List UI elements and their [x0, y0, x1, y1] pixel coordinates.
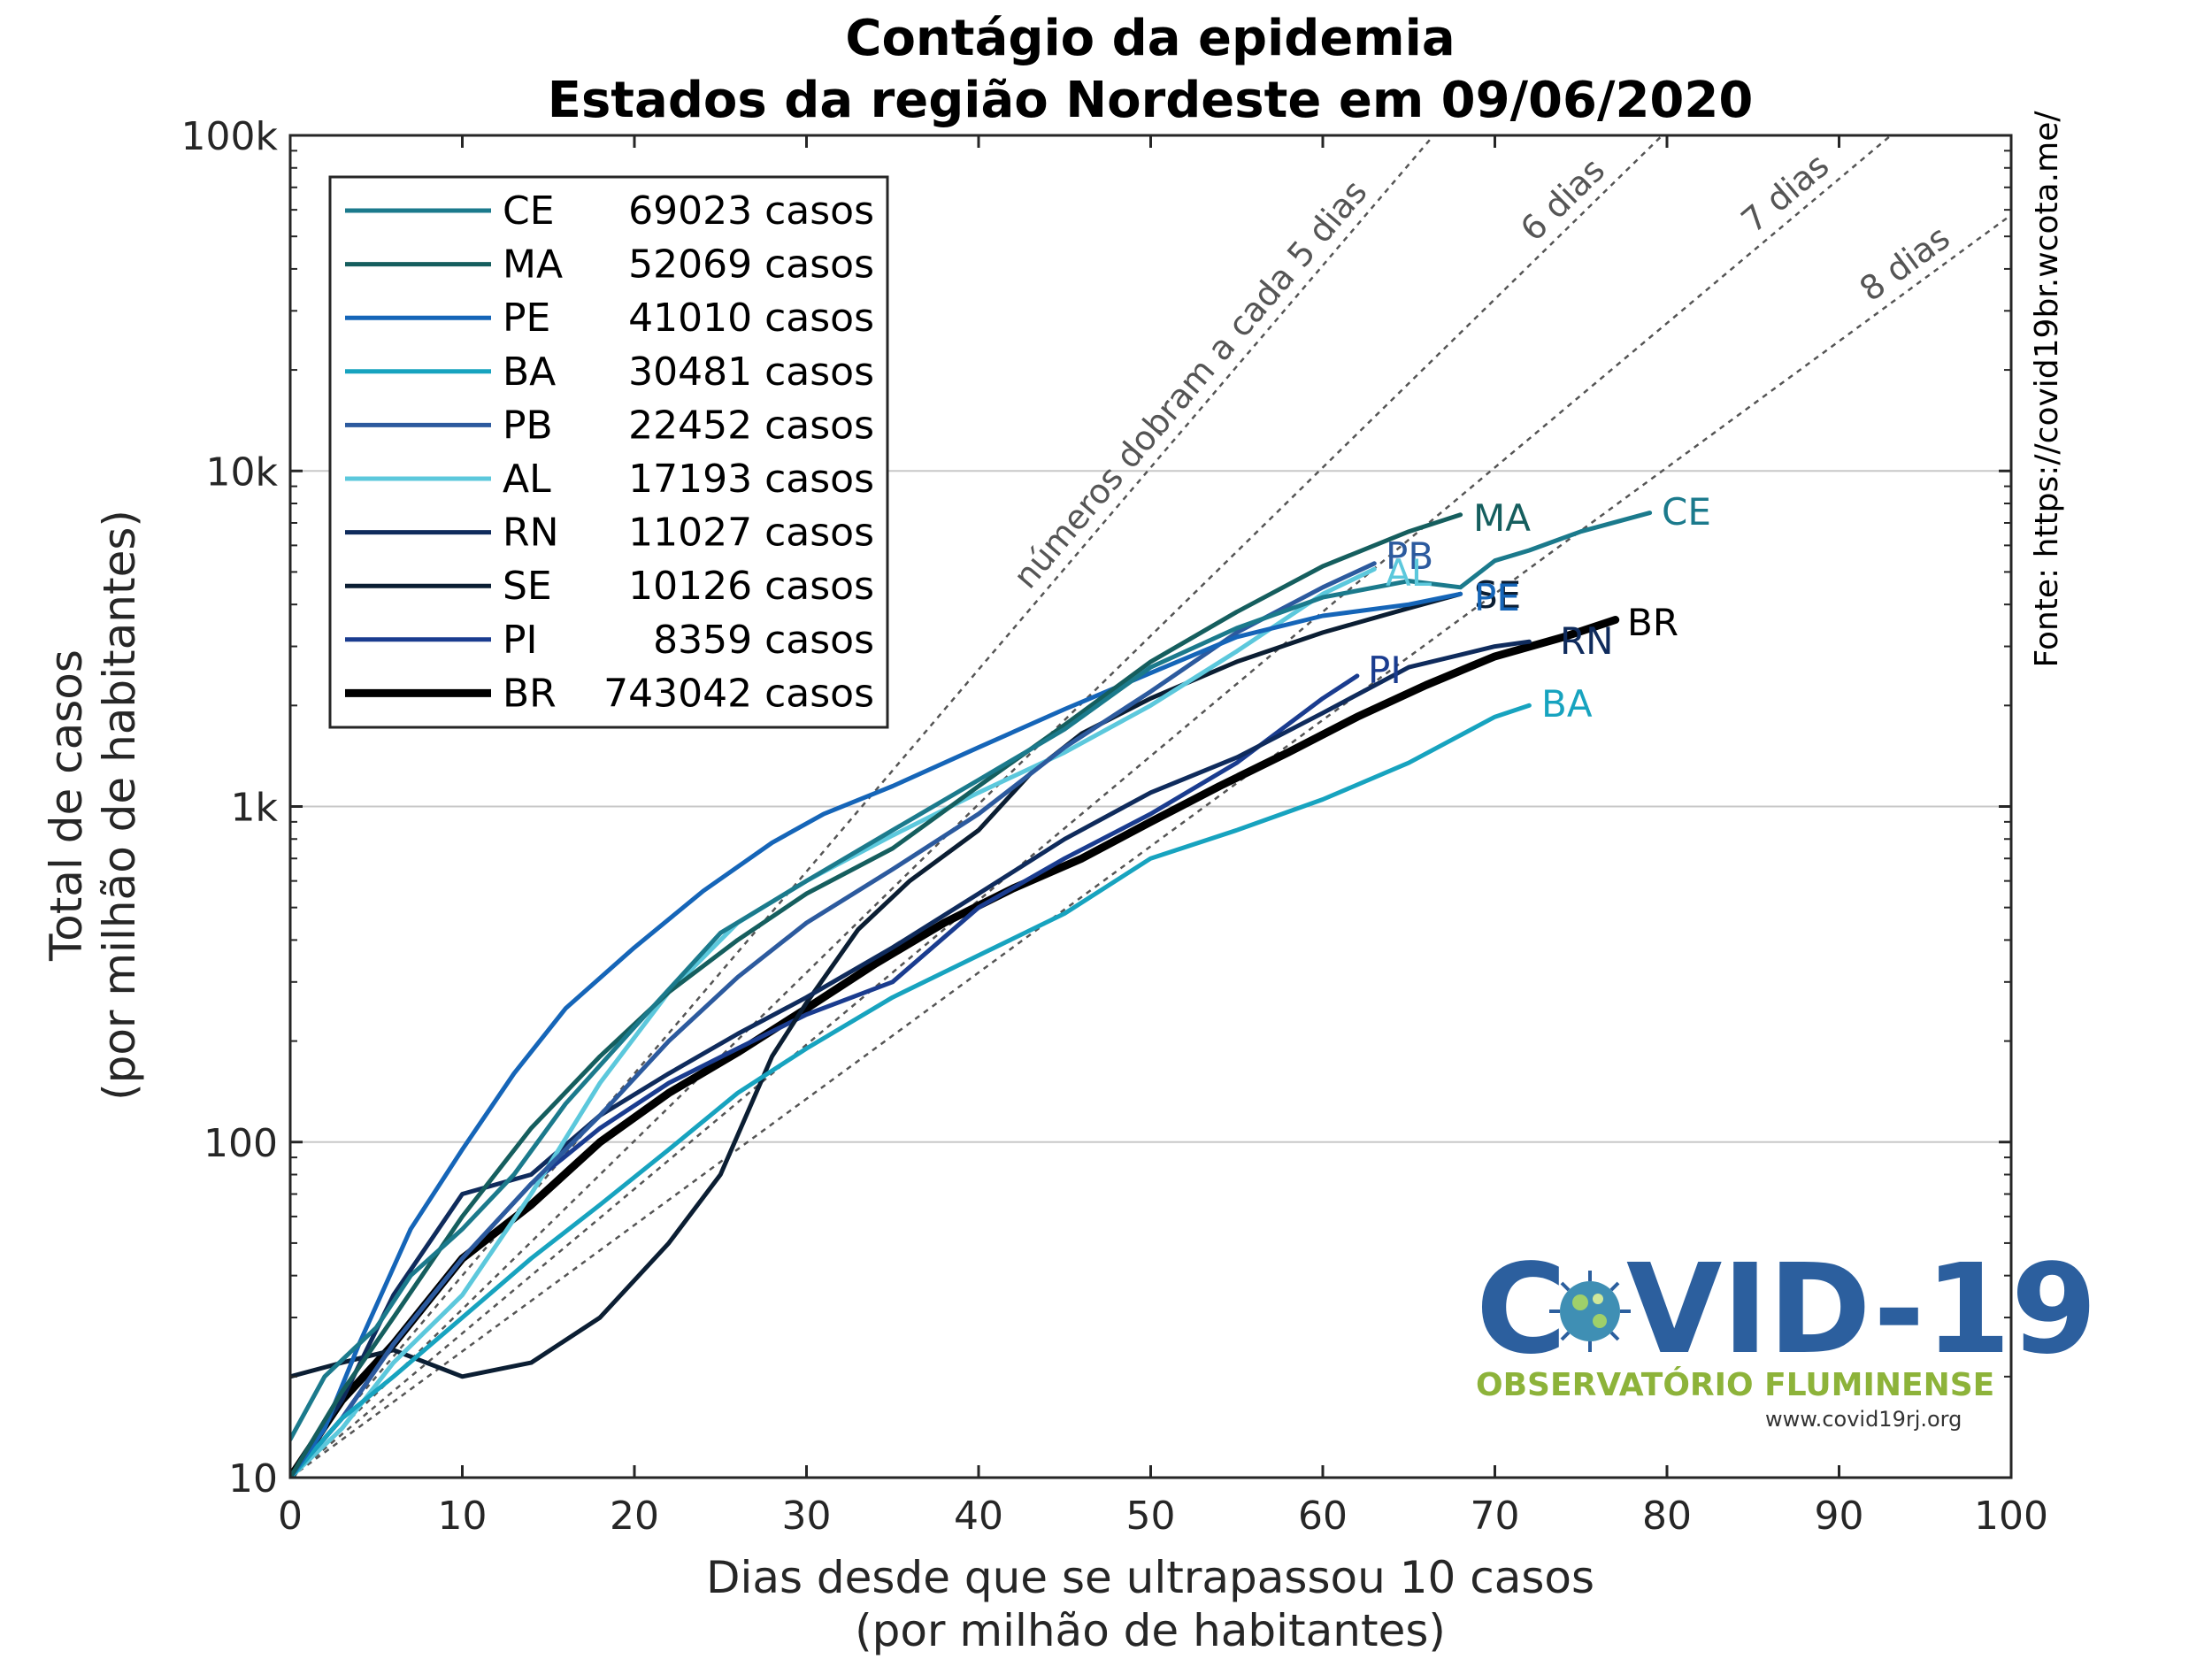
x-tick-label: 60	[1298, 1494, 1348, 1539]
y-tick-label: 100k	[181, 114, 279, 159]
series-line-se	[290, 591, 1463, 1379]
end-label-ba: BA	[1541, 682, 1593, 726]
legend-series-cases: 22452 casos	[628, 403, 874, 448]
series-line-ba	[290, 703, 1532, 1478]
doubling-line-7-days	[290, 135, 1892, 1478]
virus-icon	[1549, 1271, 1631, 1352]
x-tick-label: 0	[278, 1494, 303, 1539]
end-label-ma: MA	[1473, 496, 1531, 540]
legend-series-name: SE	[503, 564, 552, 609]
series-end-labels: CE MA PB AL SE PE BR RN PI BA	[1368, 490, 1711, 726]
end-label-se: SE	[1474, 573, 1521, 617]
legend-item-al: AL 17193 casos	[345, 457, 874, 502]
legend-item-ba: BA 30481 casos	[345, 349, 874, 395]
legend-series-cases: 10126 casos	[628, 564, 874, 609]
series-line-pe	[290, 591, 1463, 1478]
doubling-line-5-days	[290, 135, 1435, 1478]
legend-series-name: CE	[503, 188, 555, 234]
y-tick-label: 1k	[231, 786, 279, 831]
x-axis-label-line2: (por milhão de habitantes)	[855, 1605, 1446, 1656]
legend: CE 69023 casos MA 52069 casos PE 41010 casos B…	[328, 175, 889, 729]
legend-item-pi: PI 8359 casos	[345, 618, 874, 663]
legend-series-name: PB	[503, 403, 553, 448]
y-axis-label-line2: (por milhão de habitantes)	[94, 510, 145, 1101]
x-tick-label: 70	[1471, 1494, 1520, 1539]
legend-series-cases: 69023 casos	[628, 188, 874, 234]
logo-url: www.covid19rj.org	[1765, 1407, 1962, 1432]
legend-series-name: BA	[503, 349, 556, 395]
series-line-ce	[290, 511, 1653, 1442]
series-line-pb	[290, 561, 1377, 1478]
end-label-pe: PE	[1474, 576, 1520, 619]
x-tick-label: 40	[954, 1494, 1003, 1539]
legend-series-cases: 743042 casos	[603, 671, 874, 716]
end-label-ce: CE	[1662, 490, 1711, 534]
end-label-rn: RN	[1560, 619, 1614, 663]
legend-series-name: PE	[503, 296, 550, 341]
legend-series-name: MA	[503, 242, 563, 288]
legend-item-br: BR 743042 casos	[345, 671, 874, 716]
end-label-pi: PI	[1368, 649, 1402, 692]
y-tick-label: 10k	[206, 449, 279, 495]
legend-series-cases: 52069 casos	[628, 242, 874, 288]
x-axis-label-line1: Dias desde que se ultrapassou 10 casos	[706, 1552, 1594, 1603]
legend-box	[328, 175, 889, 729]
covid19-logo: C VID-19 OBSERVATÓRIO FLUMINENSE www.cov…	[1476, 1238, 2097, 1432]
legend-series-name: PI	[503, 618, 538, 663]
legend-series-cases: 30481 casos	[628, 349, 874, 395]
y-tick-label: 100	[204, 1121, 278, 1166]
x-tick-label: 50	[1126, 1494, 1176, 1539]
end-label-br: BR	[1627, 601, 1678, 644]
legend-series-name: AL	[503, 457, 551, 502]
legend-series-cases: 41010 casos	[628, 296, 874, 341]
legend-item-rn: RN 11027 casos	[345, 511, 874, 556]
source-text: Fonte: https://covid19br.wcota.me/	[2029, 111, 2065, 668]
doubling-guide-lines	[290, 135, 2011, 1478]
x-tick-label: 80	[1642, 1494, 1692, 1539]
legend-item-ce: CE 69023 casos	[345, 188, 874, 234]
series-line-rn	[290, 639, 1532, 1478]
logo-text-right: VID-19	[1626, 1238, 2097, 1382]
legend-item-pe: PE 41010 casos	[345, 296, 874, 341]
y-tick-label: 10	[228, 1456, 278, 1502]
x-tick-label: 90	[1815, 1494, 1864, 1539]
x-tick-label: 20	[610, 1494, 659, 1539]
legend-series-name: BR	[503, 671, 557, 716]
legend-item-se: SE 10126 casos	[345, 564, 874, 609]
chart-title-line2: Estados da região Nordeste em 09/06/2020	[548, 72, 1754, 129]
doubling-line-6-days	[290, 135, 1663, 1478]
legend-series-cases: 17193 casos	[628, 457, 874, 502]
legend-series-cases: 11027 casos	[628, 511, 874, 556]
chart-title-line1: Contágio da epidemia	[845, 10, 1455, 67]
legend-series-cases: 8359 casos	[653, 618, 874, 663]
x-tick-label: 100	[1974, 1494, 2048, 1539]
x-tick-label: 30	[782, 1494, 832, 1539]
legend-series-name: RN	[503, 511, 559, 556]
legend-item-ma: MA 52069 casos	[345, 242, 874, 288]
y-axis-label-line1: Total de casos	[41, 649, 92, 962]
end-label-pb: PB	[1386, 534, 1433, 578]
series-lines	[290, 511, 1653, 1478]
end-label-al: AL	[1386, 551, 1432, 595]
series-line-br	[290, 616, 1620, 1478]
legend-item-pb: PB 22452 casos	[345, 403, 874, 448]
logo-subtitle: OBSERVATÓRIO FLUMINENSE	[1476, 1366, 1994, 1403]
x-tick-label: 10	[438, 1494, 488, 1539]
